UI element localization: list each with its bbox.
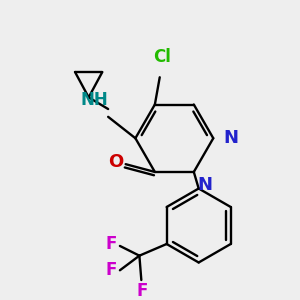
Text: F: F [106,261,117,279]
Text: Cl: Cl [153,48,171,66]
Text: NH: NH [81,91,108,109]
Text: N: N [223,129,238,147]
Text: N: N [198,176,213,194]
Text: F: F [106,235,117,253]
Text: F: F [136,282,148,300]
Text: O: O [108,153,124,171]
